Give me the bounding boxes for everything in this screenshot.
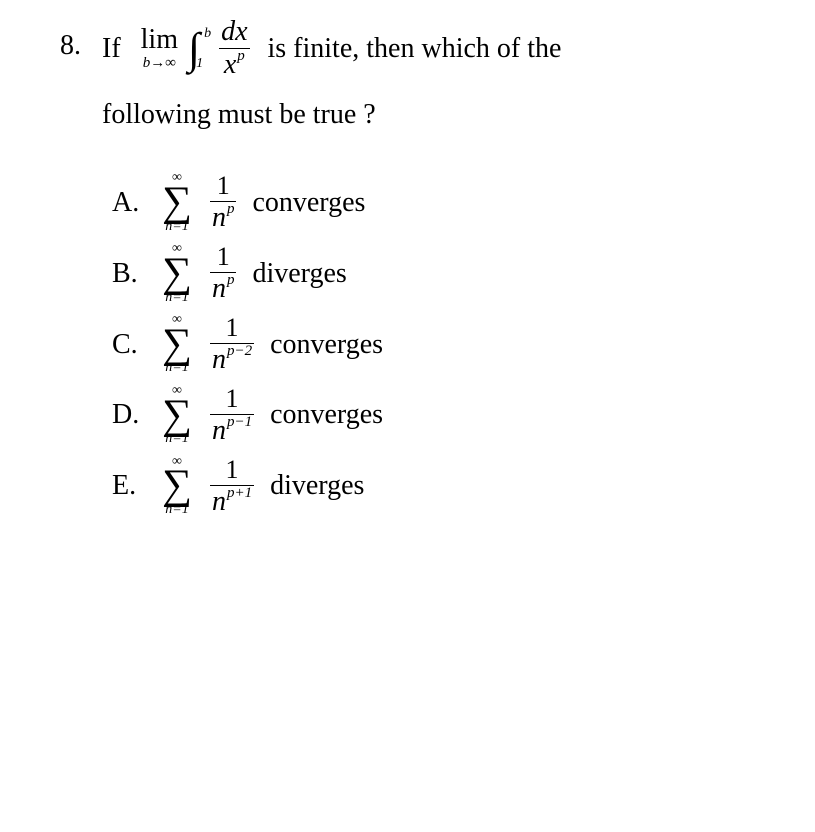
integral-upper: b xyxy=(204,27,211,41)
integrand-den-base: x xyxy=(224,51,236,79)
series-term: 1 n p+1 xyxy=(210,457,254,516)
if-word: If xyxy=(102,27,121,70)
question-row: 8. If lim b→∞ ∫ b 1 xyxy=(60,18,775,517)
series-term: 1 n p xyxy=(210,173,237,232)
sum-lower: n=1 xyxy=(165,221,188,234)
summation: ∞ ∑ n=1 xyxy=(162,243,192,304)
option-letter: E. xyxy=(112,470,146,502)
option-verdict: diverges xyxy=(270,470,364,502)
option-e: E. ∞ ∑ n=1 1 n p+1 xyxy=(112,456,775,517)
term-numerator: 1 xyxy=(215,173,232,201)
option-c: C. ∞ ∑ n=1 1 n p−2 xyxy=(112,314,775,375)
option-d: D. ∞ ∑ n=1 1 n p−1 xyxy=(112,385,775,446)
limit-word: lim xyxy=(141,26,178,54)
term-denominator: n p xyxy=(210,202,237,232)
option-a: A. ∞ ∑ n=1 1 n p xyxy=(112,172,775,233)
option-letter: A. xyxy=(112,187,146,219)
options: A. ∞ ∑ n=1 1 n p xyxy=(112,172,775,516)
sigma-icon: ∑ xyxy=(162,185,192,221)
summation: ∞ ∑ n=1 xyxy=(162,172,192,233)
question-body: If lim b→∞ ∫ b 1 dx xyxy=(102,18,775,517)
option-letter: B. xyxy=(112,258,146,290)
page: 8. If lim b→∞ ∫ b 1 xyxy=(0,0,815,537)
integrand-denominator: x p xyxy=(222,49,247,79)
integral-lower: 1 xyxy=(196,57,211,71)
sigma-icon: ∑ xyxy=(162,327,192,363)
summation: ∞ ∑ n=1 xyxy=(162,456,192,517)
series-term: 1 n p−1 xyxy=(210,386,254,445)
option-letter: D. xyxy=(112,399,146,431)
option-letter: C. xyxy=(112,329,146,361)
stem-line-1: If lim b→∞ ∫ b 1 dx xyxy=(102,18,775,79)
integral-bounds: b 1 xyxy=(198,27,211,71)
option-verdict: converges xyxy=(252,187,365,219)
series-term: 1 n p xyxy=(210,244,237,303)
limit-subscript: b→∞ xyxy=(143,56,176,71)
question-stem: If lim b→∞ ∫ b 1 dx xyxy=(102,18,775,136)
option-verdict: converges xyxy=(270,329,383,361)
option-verdict: converges xyxy=(270,399,383,431)
integrand-den-exp: p xyxy=(237,49,245,64)
question-number: 8. xyxy=(60,18,90,62)
sigma-icon: ∑ xyxy=(162,398,192,434)
integrand-numerator: dx xyxy=(219,18,249,48)
series-term: 1 n p−2 xyxy=(210,315,254,374)
stem-tail-1: is finite, then which of the xyxy=(268,27,562,70)
limit: lim b→∞ xyxy=(141,26,178,71)
option-verdict: diverges xyxy=(252,258,346,290)
stem-line-2: following must be true ? xyxy=(102,93,775,136)
integrand-fraction: dx x p xyxy=(219,18,249,79)
sigma-icon: ∑ xyxy=(162,468,192,504)
summation: ∞ ∑ n=1 xyxy=(162,314,192,375)
option-b: B. ∞ ∑ n=1 1 n p xyxy=(112,243,775,304)
integral: ∫ b 1 xyxy=(188,27,211,71)
summation: ∞ ∑ n=1 xyxy=(162,385,192,446)
sigma-icon: ∑ xyxy=(162,256,192,292)
